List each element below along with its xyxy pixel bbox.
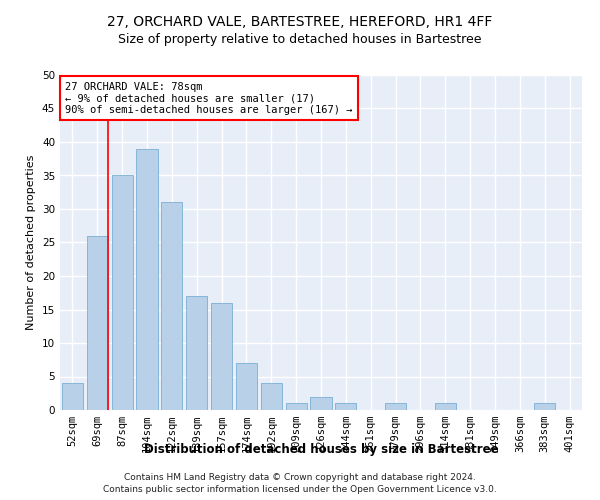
Bar xyxy=(310,396,332,410)
Bar xyxy=(435,404,456,410)
Bar xyxy=(112,176,133,410)
Text: 27, ORCHARD VALE, BARTESTREE, HEREFORD, HR1 4FF: 27, ORCHARD VALE, BARTESTREE, HEREFORD, … xyxy=(107,15,493,29)
Bar xyxy=(261,383,282,410)
Bar xyxy=(335,404,356,410)
Text: 27 ORCHARD VALE: 78sqm
← 9% of detached houses are smaller (17)
90% of semi-deta: 27 ORCHARD VALE: 78sqm ← 9% of detached … xyxy=(65,82,353,115)
Bar xyxy=(385,404,406,410)
Bar xyxy=(236,363,257,410)
Bar xyxy=(136,148,158,410)
Bar xyxy=(286,404,307,410)
Text: Contains HM Land Registry data © Crown copyright and database right 2024.: Contains HM Land Registry data © Crown c… xyxy=(124,472,476,482)
Bar xyxy=(534,404,555,410)
Y-axis label: Number of detached properties: Number of detached properties xyxy=(26,155,37,330)
Bar xyxy=(161,202,182,410)
Bar xyxy=(211,303,232,410)
Bar xyxy=(186,296,207,410)
Bar xyxy=(87,236,108,410)
Text: Size of property relative to detached houses in Bartestree: Size of property relative to detached ho… xyxy=(118,32,482,46)
Bar xyxy=(62,383,83,410)
Text: Contains public sector information licensed under the Open Government Licence v3: Contains public sector information licen… xyxy=(103,485,497,494)
Text: Distribution of detached houses by size in Bartestree: Distribution of detached houses by size … xyxy=(143,442,499,456)
